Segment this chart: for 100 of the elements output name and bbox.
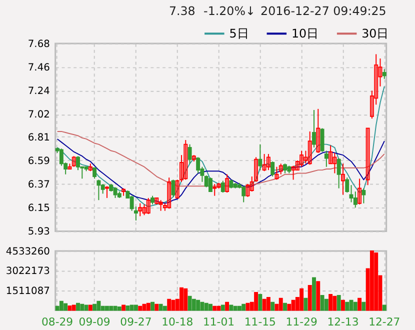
y-tick-label: 4533260 — [6, 246, 50, 258]
bar — [109, 306, 114, 311]
bar — [192, 298, 196, 311]
candlestick — [100, 184, 105, 194]
bar — [358, 298, 362, 311]
candlestick — [72, 156, 76, 168]
bar — [246, 302, 250, 311]
candlestick — [96, 179, 101, 201]
bar — [88, 304, 92, 311]
candlestick — [336, 158, 341, 189]
text: -1.20%↓ — [204, 4, 256, 18]
bar — [154, 304, 159, 311]
bar — [126, 305, 130, 311]
bar — [353, 302, 358, 311]
candlestick — [316, 108, 320, 154]
y-tick-label: 6.59 — [28, 156, 50, 167]
bar — [287, 304, 292, 311]
bar — [158, 304, 163, 311]
bar — [332, 296, 337, 311]
bar — [162, 306, 167, 311]
bar — [146, 302, 150, 311]
candlestick — [146, 197, 150, 215]
y-tick-label: 6.81 — [28, 132, 50, 144]
bar — [72, 304, 76, 311]
y-tick-label: 7.02 — [28, 110, 50, 121]
candlestick — [76, 156, 80, 171]
bar — [220, 304, 225, 311]
candlestick — [300, 150, 304, 168]
y-tick-label: 5.93 — [28, 226, 50, 238]
bar — [362, 302, 366, 311]
candlestick — [220, 180, 225, 194]
y-tick-label: 7.46 — [28, 62, 50, 74]
bar — [370, 250, 374, 311]
bar — [64, 303, 68, 311]
legend-label: 10日 — [291, 26, 319, 41]
y-tick-label: 7.68 — [28, 38, 50, 50]
candlestick — [158, 200, 163, 212]
x-tick-label: 12-27 — [368, 316, 400, 329]
candlestick — [225, 174, 230, 194]
bar — [324, 298, 328, 311]
bar — [59, 300, 64, 311]
bar — [374, 252, 378, 311]
bar — [188, 296, 192, 311]
candlestick — [366, 128, 370, 186]
bar — [96, 300, 101, 311]
text: 2016-12-27 09:49:25 — [260, 4, 386, 18]
y-tick-label: 7.24 — [28, 86, 50, 98]
bar — [142, 304, 146, 311]
bar — [150, 302, 155, 311]
y-tick-label: 6.37 — [28, 179, 50, 190]
bar — [167, 298, 172, 311]
bar — [80, 304, 84, 311]
legend-label: 5日 — [229, 26, 249, 41]
bar — [229, 304, 234, 311]
bar — [316, 281, 320, 311]
text: 7.38 — [168, 4, 196, 18]
bar — [336, 294, 341, 311]
candlestick — [308, 130, 312, 166]
y-tick-label: 3022173 — [6, 266, 50, 278]
candlestick — [105, 186, 109, 198]
bar — [308, 285, 312, 311]
bar — [68, 305, 72, 311]
candlestick — [382, 68, 386, 80]
bar — [105, 306, 109, 311]
bar — [204, 302, 208, 311]
candlestick — [188, 144, 192, 164]
bar — [233, 306, 238, 311]
x-tick-label: 11-01 — [202, 316, 235, 329]
candlestick — [138, 202, 142, 217]
candlestick — [204, 174, 208, 188]
candlestick — [184, 140, 188, 180]
bar — [382, 304, 386, 311]
bar — [258, 294, 262, 311]
x-tick-label: 09-09 — [78, 316, 110, 329]
bar — [345, 302, 350, 311]
candlestick — [345, 177, 350, 194]
candlestick — [246, 184, 250, 198]
bar — [283, 302, 287, 311]
bar — [349, 300, 354, 311]
x-tick-label: 12-13 — [327, 316, 359, 329]
candlestick — [212, 184, 217, 196]
bar — [212, 306, 217, 311]
bar — [130, 304, 134, 311]
y-tick-label: 1511087 — [6, 286, 50, 297]
candlestick — [274, 166, 279, 180]
bar — [171, 300, 176, 311]
bar — [84, 304, 88, 311]
bar — [92, 304, 97, 311]
candlestick — [358, 178, 362, 205]
y-tick-label: 6.15 — [28, 203, 50, 214]
bar — [122, 304, 126, 311]
bar — [76, 302, 80, 311]
candlestick — [320, 128, 324, 152]
candlestick — [92, 167, 97, 180]
bar — [180, 287, 184, 311]
x-tick-label: 09-27 — [120, 316, 152, 329]
x-tick-label: 10-18 — [162, 316, 194, 329]
candlestick — [266, 153, 270, 171]
bar — [216, 306, 221, 311]
candlestick — [278, 163, 283, 175]
